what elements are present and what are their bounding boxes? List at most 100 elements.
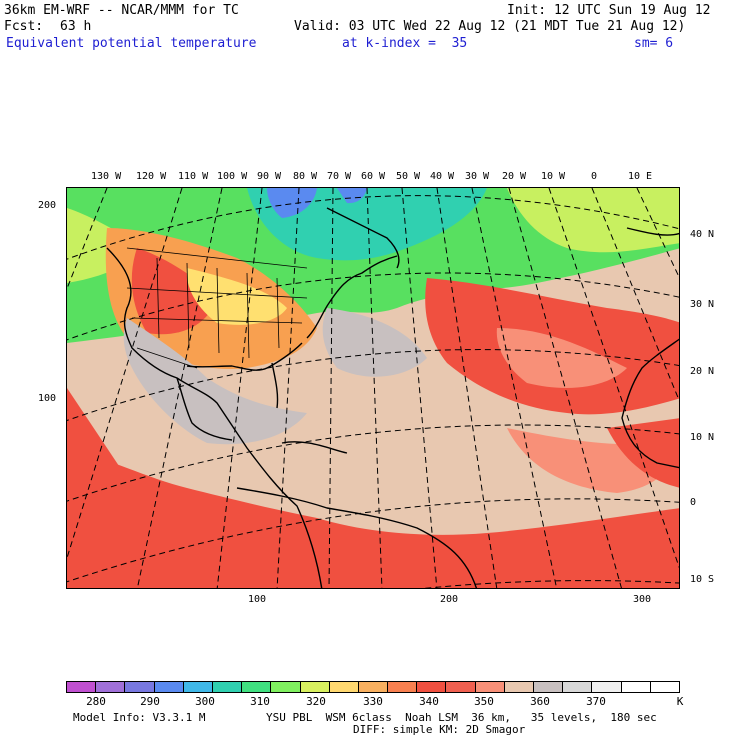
colorbar-cell	[183, 682, 213, 692]
colorbar-cell	[592, 682, 622, 692]
theta-e-map	[66, 187, 680, 589]
field-salmon-east	[507, 428, 670, 493]
colorbar-cell	[358, 682, 389, 692]
physics-line-2: DIFF: simple KM: 2D Smagor	[353, 723, 526, 736]
lon-label: 70 W	[327, 171, 352, 182]
grid-y-label: 200	[38, 200, 57, 211]
colorbar-label: 340	[419, 695, 439, 708]
colorbar-cell	[67, 682, 97, 692]
border-us-mexico	[136, 347, 198, 369]
graticule	[67, 188, 679, 588]
meridian-120w	[67, 188, 108, 290]
map-field-svg	[67, 188, 679, 588]
coast-africa	[621, 338, 679, 469]
field-gray-atlantic	[322, 308, 427, 377]
colorbar-label: 330	[363, 695, 383, 708]
meridian-50w	[401, 188, 438, 588]
colorbar-cell	[417, 682, 447, 692]
colorbar-cell	[388, 682, 418, 692]
lon-label: 60 W	[361, 171, 386, 182]
coast-cuba	[281, 441, 348, 454]
colorbar-cell	[504, 682, 534, 692]
colorbar-label: 280	[86, 695, 106, 708]
colorbar	[66, 681, 680, 693]
colorbar-label: 350	[474, 695, 494, 708]
border-us-canada	[126, 247, 308, 269]
lon-label: 10 E	[628, 171, 653, 182]
lat-label: 20 N	[690, 366, 715, 377]
colorbar-cell	[621, 682, 651, 692]
colorbar-cell	[446, 682, 476, 692]
meridian-110w	[67, 188, 183, 560]
lon-label: 40 W	[430, 171, 455, 182]
grid-x-label: 100	[248, 594, 267, 605]
meridian-90w	[216, 188, 263, 588]
coast-yucatan	[176, 377, 233, 441]
coast-florida	[271, 362, 279, 409]
field-salmon-atlantic	[496, 328, 627, 388]
colorbar-cell	[475, 682, 505, 692]
smoothing: sm= 6	[634, 36, 674, 51]
grid-x-label: 300	[633, 594, 652, 605]
meridian-40w	[436, 188, 498, 588]
lon-label: 100 W	[217, 171, 248, 182]
colorbar-cell	[212, 682, 243, 692]
lon-label: 120 W	[136, 171, 167, 182]
meridian-80w	[276, 188, 300, 588]
parallel-10n	[67, 424, 679, 502]
field-gray-gulf	[123, 318, 307, 445]
valid-time: Valid: 03 UTC Wed 22 Aug 12 (21 MDT Tue …	[294, 19, 686, 34]
parallel-0	[67, 498, 679, 583]
meridian-60w	[366, 188, 383, 588]
lon-label: 10 W	[541, 171, 566, 182]
lon-label: 80 W	[293, 171, 318, 182]
colorbar-cell	[329, 682, 359, 692]
coast-gulf-north	[186, 342, 303, 371]
colorbar-label: 320	[306, 695, 326, 708]
field-blue-north	[267, 188, 317, 218]
model-title: 36km EM-WRF -- NCAR/MMM for TC	[4, 3, 239, 18]
colorbar-label: 300	[195, 695, 215, 708]
colorbar-cell	[242, 682, 272, 692]
lon-label: 130 W	[91, 171, 122, 182]
field-name: Equivalent potential temperature	[6, 36, 257, 51]
colorbar-cell	[154, 682, 184, 692]
parallel-20n	[67, 349, 679, 422]
model-info: Model Info: V3.3.1 M	[73, 711, 206, 724]
colorbar-cell	[300, 682, 330, 692]
colorbar-cell	[271, 682, 301, 692]
coast-europe	[626, 227, 679, 236]
lon-label: 90 W	[257, 171, 282, 182]
colorbar-cell	[650, 682, 679, 692]
grid-y-label: 100	[38, 393, 57, 404]
lon-label: 30 W	[465, 171, 490, 182]
meridian-10w	[548, 188, 679, 569]
lat-label: 0	[690, 497, 697, 508]
lon-label: 20 W	[502, 171, 527, 182]
parallel-40n	[67, 195, 679, 260]
parallel-30n	[67, 272, 679, 341]
colorbar-cell	[534, 682, 564, 692]
field-red-south	[67, 448, 679, 588]
colorbar-cell	[125, 682, 155, 692]
field-blue-north-2	[337, 188, 367, 204]
political-borders	[126, 247, 308, 369]
lon-label: 110 W	[178, 171, 209, 182]
init-time: Init: 12 UTC Sun 19 Aug 12	[507, 3, 711, 18]
lat-label: 30 N	[690, 299, 715, 310]
lat-label: 10 S	[690, 574, 715, 585]
colorbar-cell	[563, 682, 593, 692]
state-lines-horizontal	[126, 287, 308, 324]
coast-north-america-west	[106, 247, 323, 588]
k-index: at k-index = 35	[342, 36, 468, 51]
colorbar-label: 370	[586, 695, 606, 708]
coast-south-america-north	[236, 487, 478, 588]
meridian-30w	[471, 188, 558, 588]
colorbar-label: 290	[140, 695, 160, 708]
lon-label: 0	[591, 171, 598, 182]
coastlines	[106, 207, 679, 588]
colorbar-cell	[96, 682, 126, 692]
lat-label: 40 N	[690, 229, 715, 240]
grid-x-label: 200	[440, 594, 459, 605]
lat-label: 10 N	[690, 432, 715, 443]
